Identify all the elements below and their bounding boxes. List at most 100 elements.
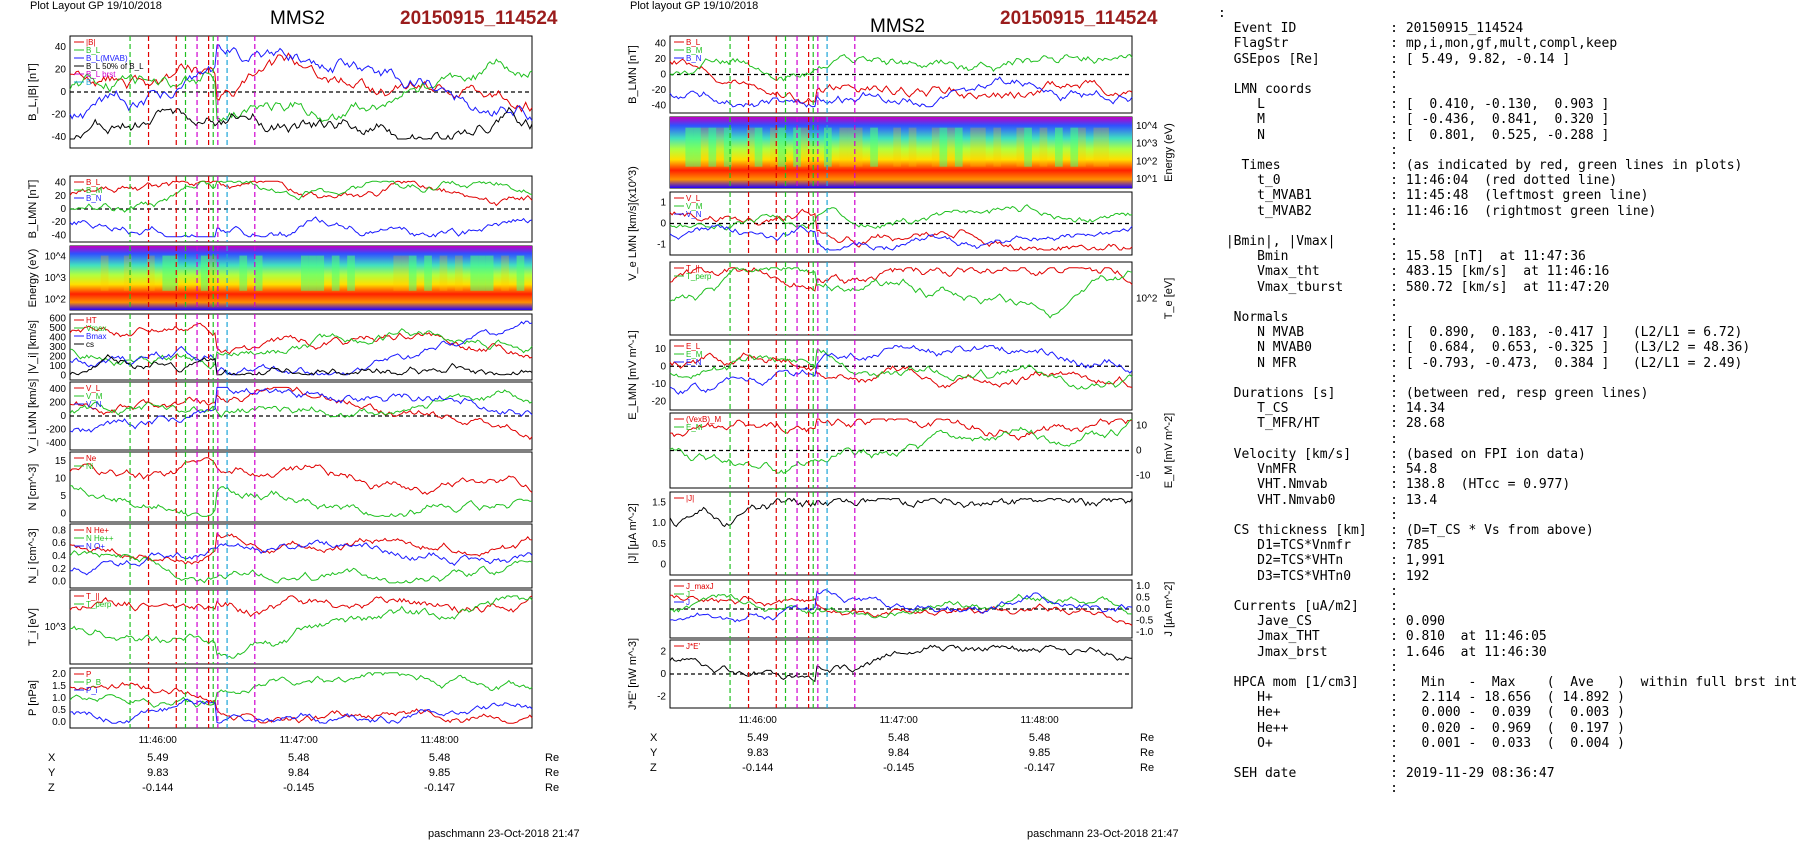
- spectrogram-stripe: [754, 127, 763, 167]
- x-tick-label: 11:46:00: [739, 715, 778, 726]
- y-tick-label: 10^3: [1136, 139, 1158, 150]
- series-trace: [669, 58, 1133, 105]
- legend-entry: HT: [86, 316, 97, 325]
- y-axis-label: Energy (eV): [1163, 123, 1175, 182]
- y-axis-label: V_i LMN [km/s]: [27, 379, 39, 454]
- spectrogram-stripe: [316, 255, 325, 291]
- series-trace: [69, 58, 533, 123]
- legend-entry: V_M: [686, 202, 703, 211]
- coord-value: 9.85: [429, 767, 450, 779]
- x-tick-label: 11:46:00: [139, 735, 178, 746]
- spectrogram-stripe: [1055, 127, 1063, 167]
- info-line: SEH date : 2019-11-29 08:36:47: [1218, 766, 1555, 782]
- coord-value: -0.145: [283, 782, 314, 794]
- info-line: :: [1218, 142, 1399, 158]
- legend-entry: Vmax: [86, 324, 106, 333]
- spectrogram-stripe: [331, 255, 340, 291]
- coord-unit: Re: [1140, 762, 1154, 774]
- y-tick-label: -20: [52, 109, 67, 120]
- info-line: FlagStr : mp,i,mon,gf,mult,compl,keep: [1218, 36, 1618, 52]
- y-tick-label: 400: [49, 384, 66, 395]
- series-trace: [70, 180, 533, 213]
- y-tick-label: -400: [46, 438, 66, 449]
- y-tick-label: 1.5: [52, 681, 66, 692]
- info-line: D2=TCS*VHTn : 1,991: [1218, 553, 1445, 569]
- legend-entry: B_N: [86, 194, 102, 203]
- series-trace: [669, 267, 1133, 319]
- legend-entry: V_N: [686, 210, 702, 219]
- y-tick-label: 600: [49, 314, 66, 325]
- info-line: :: [1218, 66, 1399, 82]
- info-line: :: [1218, 431, 1399, 447]
- spectrogram-stripe: [147, 255, 155, 291]
- coord-value: 5.48: [429, 752, 450, 764]
- coord-value: -0.144: [142, 782, 173, 794]
- y-tick-label: 10^4: [45, 252, 67, 263]
- coord-value: -0.147: [1024, 762, 1055, 774]
- left-panel-frame: [69, 667, 533, 729]
- info-line: :: [1218, 750, 1399, 766]
- info-line: Jave_CS : 0.090: [1218, 614, 1445, 630]
- info-line: Vmax_tht : 483.15 [km/s] at 11:46:16: [1218, 264, 1610, 280]
- legend-entry: T_||: [686, 264, 700, 273]
- info-line: GSEpos [Re] : [ 5.49, 9.82, -0.14 ]: [1218, 51, 1571, 67]
- series-trace: [669, 593, 1133, 619]
- left-panel-vilmn: 400 200 0 -200 -400 V_i LMN [km/s] V_LV_MV_N: [27, 379, 533, 454]
- spectrogram-stripe: [439, 255, 448, 291]
- spectrogram-stripe: [208, 255, 217, 291]
- legend-entry: |B|: [86, 38, 96, 47]
- legend-entry: V_L: [686, 194, 701, 203]
- y-tick-label: 40: [655, 39, 667, 50]
- series-trace: [669, 344, 1133, 395]
- spectrogram-stripe: [100, 255, 109, 291]
- legend-entry: J: [686, 590, 690, 599]
- info-line: VnMFR : 54.8: [1218, 462, 1438, 478]
- y-axis-label: P [nPa]: [27, 680, 39, 716]
- series-trace: [69, 389, 533, 419]
- y-tick-label: 0.6: [52, 538, 66, 549]
- info-line: :: [1218, 218, 1399, 234]
- series-trace: [69, 320, 533, 376]
- y-tick-label: -20: [52, 217, 67, 228]
- y-axis-label: J [μA m^-2]: [1163, 582, 1175, 637]
- middle-panel-j: 1.5 1.0 0.5 0 |J| [μA m^-2] |J|: [627, 491, 1133, 576]
- legend-entry: B: [86, 78, 91, 87]
- coord-row-label: Z: [48, 782, 55, 794]
- info-line: CS thickness [km] : (D=T_CS * Vs from ab…: [1218, 522, 1594, 538]
- spectrogram-stripe: [700, 127, 709, 167]
- series-trace: [69, 672, 533, 708]
- y-tick-label: 40: [55, 42, 67, 53]
- legend-entry: B_L: [86, 46, 101, 55]
- y-axis-label: |J| [μA m^-2]: [627, 503, 639, 564]
- legend-entry: J_maxJ: [686, 582, 714, 591]
- spectrogram-stripe: [485, 255, 494, 291]
- spectrogram-stripe: [455, 255, 463, 291]
- coord-row-label: Z: [650, 762, 657, 774]
- y-tick-label: 0: [60, 87, 66, 98]
- info-line: D1=TCS*Vnmfr : 785: [1218, 538, 1430, 554]
- x-tick-label: 11:47:00: [880, 715, 919, 726]
- spectrogram-stripe: [170, 255, 178, 291]
- info-line: T_MFR/HT : 28.68: [1218, 416, 1445, 432]
- series-trace: [69, 457, 533, 495]
- info-line: Currents [uA/m2] :: [1218, 598, 1399, 614]
- series-trace: [669, 589, 1133, 623]
- coord-value: 5.48: [1029, 732, 1050, 744]
- info-line: :: [1218, 659, 1399, 675]
- info-line: :: [1218, 294, 1399, 310]
- spectrogram-stripe: [254, 255, 263, 291]
- legend-entry: B_L(MVAB): [86, 54, 128, 63]
- y-tick-label: -40: [652, 100, 667, 111]
- spectrogram-stripe: [239, 255, 248, 291]
- series-trace: [69, 328, 533, 370]
- spectrogram-stripe: [777, 127, 786, 167]
- info-line: |Bmin|, |Vmax| :: [1218, 234, 1399, 250]
- spectrogram-stripe: [1070, 127, 1079, 167]
- info-line: H+ : 2.114 - 18.656 ( 14.892 ): [1218, 690, 1625, 706]
- y-tick-label: 200: [49, 397, 66, 408]
- series-trace: [69, 354, 533, 376]
- spectrogram-stripe: [708, 127, 717, 167]
- legend-entry: P: [86, 670, 91, 679]
